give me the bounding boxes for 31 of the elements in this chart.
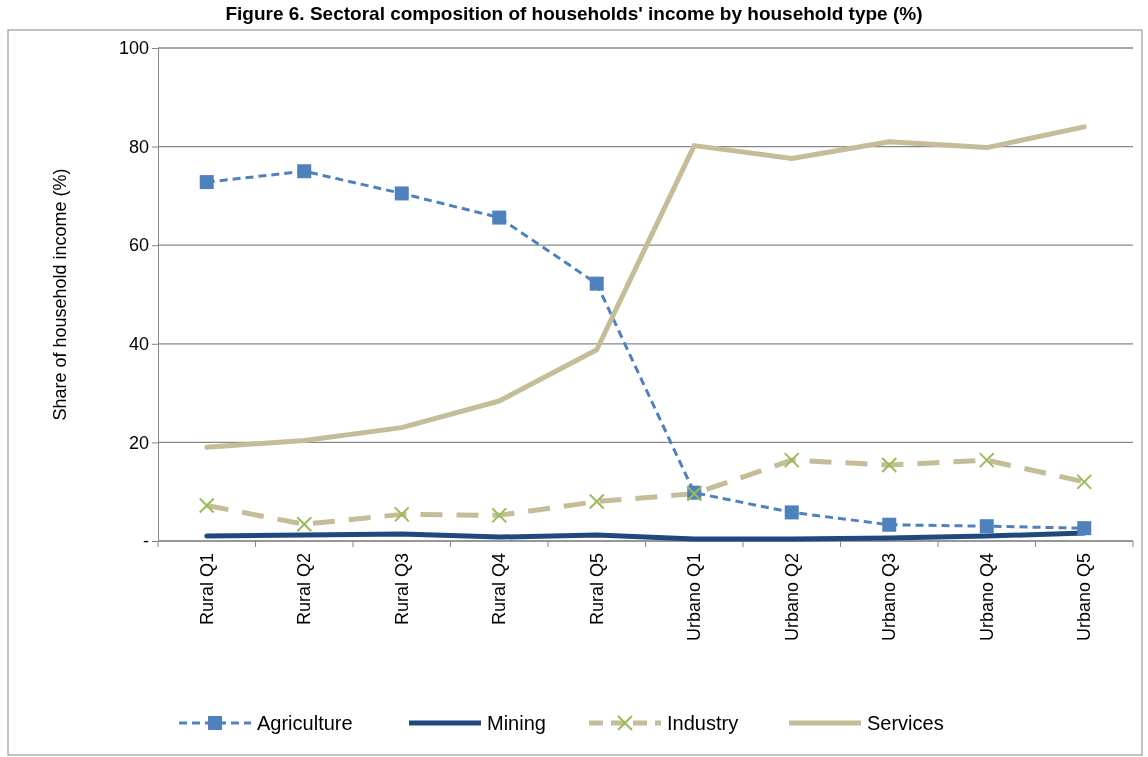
point <box>882 517 897 532</box>
point <box>394 186 409 201</box>
point <box>492 210 507 225</box>
x-tick-label: Rural Q5 <box>586 553 607 626</box>
legend-label: Agriculture <box>257 712 353 734</box>
y-tick-label: 60 <box>128 235 149 256</box>
y-tick-label: 80 <box>128 136 149 157</box>
x-tick-label: Rural Q2 <box>294 553 315 626</box>
legend-label: Industry <box>667 712 739 734</box>
legend-label: Services <box>867 712 944 734</box>
x-tick-label: Urbano Q1 <box>684 553 705 642</box>
y-tick-label: - <box>143 531 149 552</box>
x-tick-label: Urbano Q2 <box>781 553 802 642</box>
point <box>589 276 604 291</box>
x-tick-label: Rural Q4 <box>489 553 510 626</box>
legend-label: Mining <box>487 712 546 734</box>
point <box>784 505 799 520</box>
point <box>1077 521 1092 536</box>
x-tick-label: Urbano Q5 <box>1074 553 1095 642</box>
y-tick-label: 100 <box>118 38 149 59</box>
y-tick-label: 40 <box>128 334 149 355</box>
x-tick-label: Urbano Q3 <box>879 553 900 642</box>
y-axis-title: Share of household income (%) <box>50 168 70 421</box>
chart-title: Figure 6. Sectoral composition of households' income by household type (%) <box>225 3 923 24</box>
x-tick-label: Rural Q3 <box>391 553 412 626</box>
x-tick-label: Urbano Q4 <box>976 553 997 642</box>
y-tick-label: 20 <box>128 432 149 453</box>
point <box>199 175 214 190</box>
x-tick-label: Rural Q1 <box>196 553 217 626</box>
point <box>297 164 312 179</box>
point <box>979 519 994 534</box>
